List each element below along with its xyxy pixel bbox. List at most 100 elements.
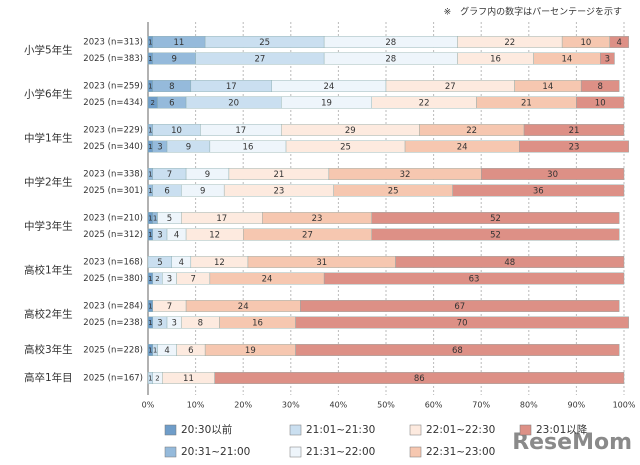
bar-segment [519,140,629,153]
bar-segment [600,52,615,65]
value-label: 2 [155,275,159,283]
bar-segment [523,124,625,136]
value-label: 19 [321,99,332,109]
legend-swatch [409,424,422,436]
group-label: 小学5年生 [24,43,73,56]
row-label: 2023 (n=168) [83,258,143,268]
value-label: 27 [254,55,265,65]
x-tick-label: 50% [377,401,395,410]
value-label: 5 [167,214,172,224]
value-label: 27 [302,231,313,241]
value-label: 86 [414,374,425,384]
value-label: 6 [169,99,174,109]
x-tick-label: 90% [568,401,586,410]
value-label: 21 [569,126,580,136]
bar-segment [214,372,625,384]
group-label: 高校1年生 [24,263,73,276]
value-label: 1 [148,347,152,355]
value-label: 3 [157,319,162,329]
bar-segment [481,168,625,180]
group-label: 中学3年生 [24,219,73,232]
value-label: 17 [235,126,246,136]
value-label: 19 [245,346,256,356]
value-label: 16 [490,55,501,65]
row-label: 2025 (n=434) [83,98,143,108]
value-label: 22 [466,126,477,136]
value-label: 1 [153,347,157,355]
value-label: 3 [605,55,610,65]
row-label: 2025 (n=312) [83,230,143,240]
value-label: 32 [400,170,411,180]
legend-swatch [164,424,177,436]
x-tick-label: 70% [472,401,490,410]
value-label: 24 [323,82,334,92]
value-label: 70 [457,319,468,329]
value-label: 1 [148,171,152,179]
value-label: 1 [148,319,152,327]
x-tick-label: 30% [282,401,300,410]
value-label: 1 [148,275,152,283]
legend-label: 21:01~21:30 [306,424,375,436]
value-label: 20 [228,99,239,109]
row-label: 2023 (n=313) [83,38,143,48]
value-label: 28 [385,55,396,65]
bar-segment [371,228,620,241]
value-label: 7 [167,302,172,312]
legend-label: 22:01~22:30 [426,424,495,436]
value-label: 1 [148,187,152,195]
group-label: 高校2年生 [24,307,73,320]
value-label: 6 [164,187,169,197]
bar-segment [576,96,625,109]
row-label: 2025 (n=301) [83,186,143,196]
row-label: 2025 (n=238) [83,318,143,328]
bar-segment [395,256,625,268]
legend-swatch [164,446,177,458]
logo: ReseMom [512,430,632,455]
value-label: 21 [273,170,284,180]
value-label: 10 [581,38,592,48]
value-label: 28 [385,38,396,48]
legend-swatch [289,446,302,458]
legend-label: 23:01以降 [536,423,588,436]
value-label: 12 [209,231,220,241]
bar-segment [295,316,629,329]
value-label: 21 [521,99,532,109]
value-label: 5 [157,258,162,268]
x-tick-label: 10% [187,401,205,410]
group-label: 高校3年生 [24,343,73,356]
bar-segment [580,80,620,92]
value-label: 67 [454,302,465,312]
value-label: 6 [188,346,193,356]
value-label: 1 [148,231,152,239]
value-label: 9 [205,170,210,180]
group-label: 中学2年生 [24,175,73,188]
row-label: 2025 (n=228) [83,346,143,356]
row-label: 2023 (n=284) [83,302,143,312]
value-label: 25 [340,143,351,153]
legend-swatch [289,424,302,436]
value-label: 1 [153,215,157,223]
value-label: 52 [490,214,501,224]
value-label: 30 [547,170,558,180]
bar-segment [295,344,620,356]
bar-segment [371,212,620,224]
x-tick-label: 80% [520,401,538,410]
value-label: 2 [155,375,159,383]
value-label: 29 [345,126,356,136]
value-label: 3 [167,275,172,285]
row-label: 2025 (n=167) [83,374,143,384]
value-label: 3 [171,319,176,329]
value-label: 3 [157,143,162,153]
row-label: 2025 (n=380) [83,274,143,284]
value-label: 7 [191,275,196,285]
x-tick-label: 100% [613,401,636,410]
value-label: 1 [148,127,152,135]
legend-label: 20:30以前 [181,423,232,436]
value-label: 1 [148,83,152,91]
value-label: 17 [226,82,237,92]
value-label: 9 [186,143,191,153]
value-label: 16 [243,143,254,153]
value-label: 4 [179,258,184,268]
legend-swatch [409,446,422,458]
